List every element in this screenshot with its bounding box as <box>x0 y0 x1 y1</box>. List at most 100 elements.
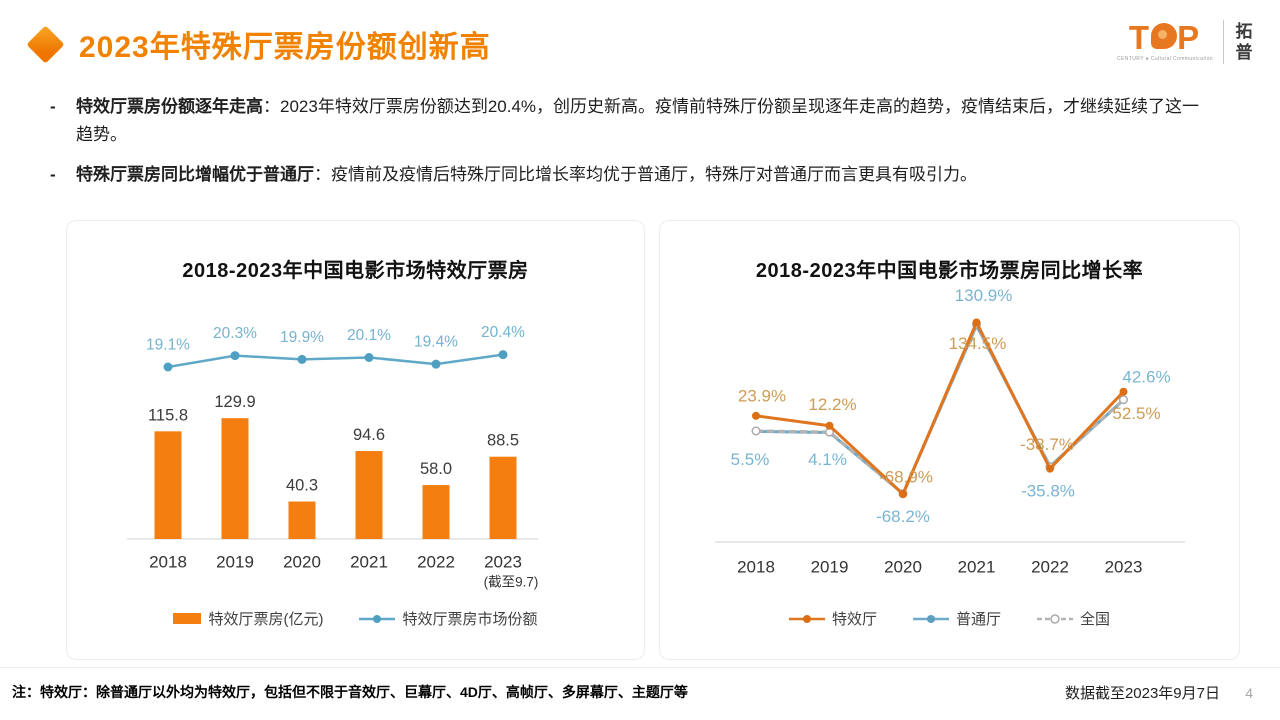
share-label-2022: 19.4% <box>414 334 458 351</box>
bar-2019 <box>221 418 249 539</box>
share-point-2023 <box>498 350 508 360</box>
legend-item-national: 全国 <box>1037 608 1110 629</box>
footer-note: 注：特效厅：除普通厅以外均为特效厅，包括但不限于音效厅、巨幕厅、4D厅、高帧厅、… <box>12 684 688 700</box>
bar-2023 <box>489 456 517 539</box>
bar-2020 <box>288 501 316 539</box>
legend-label-national: 全国 <box>1080 611 1111 628</box>
bullet-1-text: 特效厅票房份额逐年走高：2023年特效厅票房份额达到20.4%，创历史新高。疫情… <box>76 93 1215 148</box>
x-tick-2023: 2023 <box>1105 558 1143 577</box>
left-chart-title: 2018-2023年中国电影市场特效厅票房 <box>182 260 529 282</box>
share-point-2020 <box>297 354 307 364</box>
line-dot-swatch-icon <box>359 614 396 623</box>
page-number: 4 <box>1245 685 1253 701</box>
x-tick-2020: 2020 <box>283 553 321 572</box>
bullet-1-marker: - <box>50 97 56 116</box>
bar-value-label-2019: 129.9 <box>214 393 255 411</box>
bar-value-label-2022: 58.0 <box>420 460 452 478</box>
logo-letter-p: P <box>1177 19 1202 57</box>
share-line <box>167 353 504 369</box>
legend-item-special-halls: 特效厅 <box>788 608 877 629</box>
bullet-1-rest: ：2023年特效厅票房份额达到20.4%，创历史新高。疫情前特殊厅份额呈现逐年走… <box>76 97 1200 144</box>
bullet-1: - 特效厅票房份额逐年走高：2023年特效厅票房份额达到20.4%，创历史新高。… <box>50 93 1215 148</box>
x-tick-2018: 2018 <box>737 558 775 577</box>
growth-line-chart: 23.9% 12.2% -68.9% 134.5% -38.7% 52.5% 5.5% 4.1… <box>715 286 1185 577</box>
bullet-2-rest: ：疫情前及疫情后特殊厅同比增长率均优于普通厅，特殊厅对普通厅而言更具有吸引力。 <box>314 165 977 185</box>
legend-label-bar-series: 特效厅票房(亿元) <box>208 611 324 628</box>
right-chart-title: 2018-2023年中国电影市场票房同比增长率 <box>755 260 1144 282</box>
x-tick-2023: 2023 <box>484 553 522 572</box>
point-s2-2018 <box>751 426 761 436</box>
value-label-s1-2020: -68.2% <box>876 507 930 526</box>
chart-panel-box-office: 115.8 129.9 40.3 94.6 58.0 88.5 19.1% 20.3% 19.9… <box>66 220 645 660</box>
logo-tagline: CENTURY ● Cultural Communication <box>1117 55 1213 62</box>
summary-bullets: - 特效厅票房份额逐年走高：2023年特效厅票房份额达到20.4%，创历史新高。… <box>50 93 1215 202</box>
point-s0-2022 <box>1046 464 1054 473</box>
logo-cjk-name: 拓 普 <box>1234 21 1254 64</box>
logo-divider <box>1223 20 1224 64</box>
bar-value-label-2021: 94.6 <box>353 426 385 444</box>
x-tick-2019: 2019 <box>811 558 849 577</box>
legend-item-share-series: 特效厅票房市场份额 <box>359 608 538 629</box>
point-s0-2021 <box>972 318 981 327</box>
share-point-2021 <box>364 353 374 362</box>
value-label-s0-2018: 23.9% <box>738 386 786 405</box>
x-tick-2022: 2022 <box>417 553 455 572</box>
share-label-2019: 20.3% <box>213 325 257 342</box>
legend-item-bar-series: 特效厅票房(亿元) <box>173 608 323 629</box>
left-chart-legend: 特效厅票房(亿元) 特效厅票房市场份额 <box>67 608 644 629</box>
share-label-2023: 20.4% <box>481 324 525 341</box>
share-point-2022 <box>431 359 441 369</box>
x-tick-2020: 2020 <box>884 558 922 577</box>
bar-swatch-icon <box>173 613 202 624</box>
legend-item-ordinary-halls: 普通厅 <box>912 608 1001 629</box>
share-label-2020: 19.9% <box>280 329 324 346</box>
value-label-s0-2021: 134.5% <box>949 334 1007 353</box>
point-s0-2019 <box>825 421 834 430</box>
value-label-s0-2023: 52.5% <box>1112 404 1160 423</box>
value-label-s0-2020: -68.9% <box>879 468 933 487</box>
value-label-s1-2022: -35.8% <box>1021 482 1075 501</box>
x-tick-note: (截至9.7) <box>484 575 539 590</box>
x-tick-2022: 2022 <box>1031 558 1069 577</box>
legend-label-share-series: 特效厅票房市场份额 <box>402 611 538 628</box>
bullet-2-marker: - <box>50 165 56 185</box>
data-cutoff-label: 数据截至2023年9月7日 <box>1064 685 1220 702</box>
bar-2021 <box>355 451 383 539</box>
x-tick-2018: 2018 <box>149 553 187 572</box>
bar-2022 <box>422 485 450 539</box>
value-label-s1-2019: 4.1% <box>808 450 847 469</box>
point-s2-2023 <box>1118 395 1129 405</box>
bullet-1-bold: 特效厅票房份额逐年走高 <box>76 97 263 116</box>
logo-cjk-bottom: 普 <box>1235 43 1253 62</box>
footer-divider <box>0 667 1280 668</box>
bar-value-label-2023: 88.5 <box>487 432 519 450</box>
page-title: 2023年特殊厅票房份额创新高 <box>79 31 491 64</box>
diamond-icon <box>26 24 65 64</box>
logo-cjk-top: 拓 <box>1235 21 1253 41</box>
bullet-2-bold: 特殊厅票房同比增幅优于普通厅 <box>76 165 314 185</box>
point-s0-2020 <box>899 490 907 499</box>
bullet-2-text: 特殊厅票房同比增幅优于普通厅：疫情前及疫情后特殊厅同比增长率均优于普通厅，特殊厅… <box>76 161 977 189</box>
x-tick-2021: 2021 <box>958 558 996 577</box>
point-s0-2018 <box>752 411 760 420</box>
bar-value-label-2018: 115.8 <box>148 406 188 424</box>
series-line-0 <box>755 320 1125 496</box>
orange-line-dot-swatch-icon <box>788 614 825 623</box>
bar-value-label-2020: 40.3 <box>286 477 318 495</box>
logo-letter-t: T <box>1128 19 1152 57</box>
share-label-2018: 19.1% <box>146 337 190 354</box>
gray-dashed-dot-swatch-icon <box>1037 613 1073 624</box>
value-label-s1-2023: 42.6% <box>1122 368 1170 387</box>
value-label-s0-2019: 12.2% <box>808 395 856 414</box>
bar-line-chart: 115.8 129.9 40.3 94.6 58.0 88.5 19.1% 20.3% 19.9… <box>127 324 539 590</box>
x-tick-2019: 2019 <box>216 553 254 572</box>
slide-header: 2023年特殊厅票房份额创新高 <box>26 22 491 66</box>
x-tick-2021: 2021 <box>350 553 388 572</box>
share-point-2018 <box>163 362 173 372</box>
legend-label-special-halls: 特效厅 <box>831 611 877 628</box>
value-label-s1-2018: 5.5% <box>731 450 770 469</box>
share-label-2021: 20.1% <box>347 327 391 344</box>
value-label-s1-2021: 130.9% <box>955 286 1013 305</box>
